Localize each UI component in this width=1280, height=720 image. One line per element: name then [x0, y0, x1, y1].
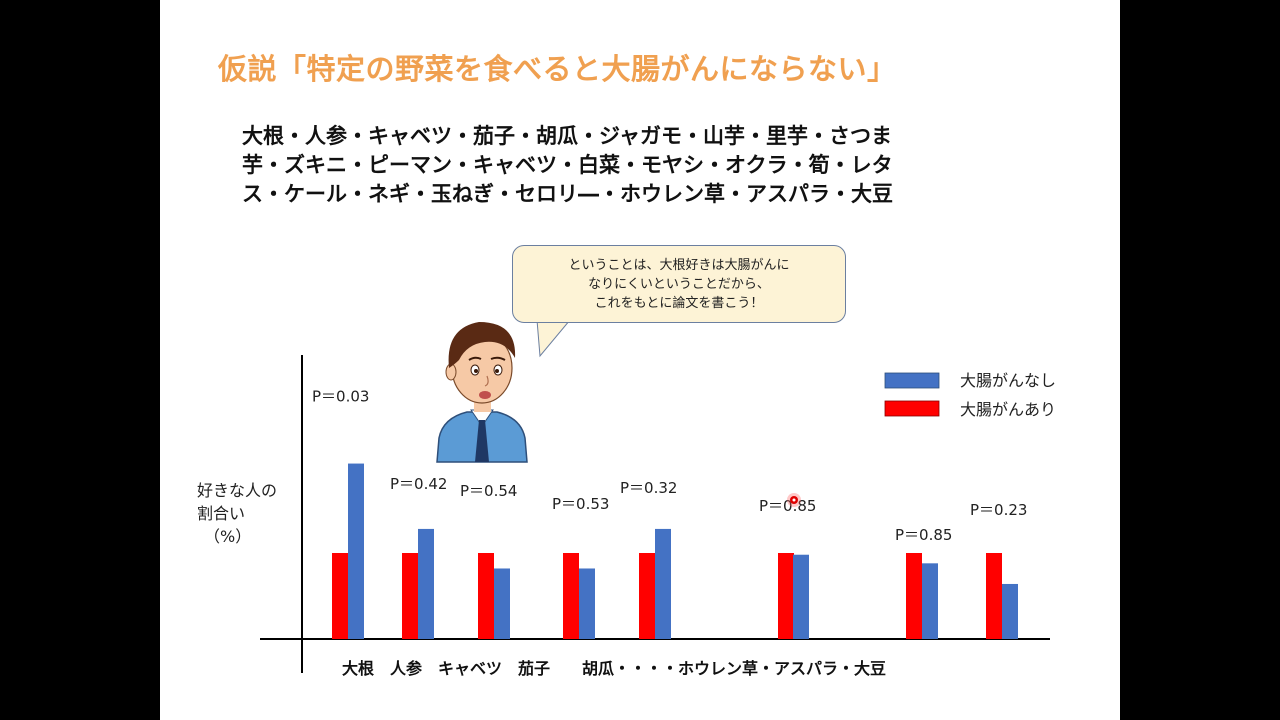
speech-bubble-text: ということは、大根好きは大腸がんに なりにくいということだから、 これをもとに論… — [513, 256, 845, 313]
vegetable-list-line: 芋・ズキニ・ピーマン・キャベツ・白菜・モヤシ・オクラ・筍・レタ — [242, 153, 893, 177]
p-value-label: P＝0.42 — [390, 475, 447, 493]
p-value-label: P＝0.85 — [759, 497, 816, 515]
vegetable-list-line: ス・ケール・ネギ・玉ねぎ・セロリ―・ホウレン草・アスパラ・大豆 — [242, 182, 893, 206]
p-value-label: P＝0.32 — [620, 479, 677, 497]
vegetable-list: 大根・人参・キャベツ・茄子・胡瓜・ジャガモ・山芋・里芋・さつま 芋・ズキニ・ピー… — [242, 122, 1042, 209]
chart-legend: 大腸がんなし 大腸がんあり — [884, 371, 1056, 419]
bar-no-cancer — [793, 554, 809, 639]
vegetable-list-line: 大根・人参・キャベツ・茄子・胡瓜・ジャガモ・山芋・里芋・さつま — [242, 124, 892, 148]
bar-no-cancer — [494, 568, 510, 639]
bar-no-cancer — [418, 528, 434, 639]
bar-cancer — [639, 553, 655, 639]
bar-cancer — [986, 553, 1002, 639]
bar-cancer — [478, 553, 494, 639]
y-axis-label-line: 好きな人の — [197, 481, 277, 500]
bar-no-cancer — [922, 563, 938, 639]
bar-chart: P＝0.03 P＝0.42 P＝0.54 P＝0.53 P＝0.32 P＝0.85 P＝0.… — [197, 355, 1056, 678]
legend-label-cancer: 大腸がんあり — [960, 400, 1056, 419]
p-value-label: P＝0.53 — [552, 495, 609, 513]
bar-cancer — [402, 553, 418, 639]
legend-swatch-no-cancer — [884, 372, 940, 389]
slide-title: 仮説「特定の野菜を食べると大腸がんにならない」 — [218, 52, 897, 86]
speech-line: なりにくいということだから、 — [588, 277, 770, 292]
bar-cancer — [778, 553, 794, 639]
speech-line: ということは、大根好きは大腸がんに — [568, 258, 790, 273]
bar-cancer — [906, 553, 922, 639]
p-value-label: P＝0.54 — [460, 482, 517, 500]
speech-bubble: ということは、大根好きは大腸がんに なりにくいということだから、 これをもとに論… — [512, 245, 846, 323]
bar-no-cancer — [579, 568, 595, 639]
category-labels: 大根 人参 キャベツ 茄子 胡瓜・・・・ホウレン草・アスパラ・大豆 — [342, 659, 886, 678]
p-value-label: P＝0.23 — [970, 501, 1027, 519]
p-value-label: P＝0.03 — [312, 388, 369, 406]
researcher-illustration — [436, 322, 528, 463]
bar-cancer — [563, 553, 579, 639]
bar-no-cancer — [348, 463, 364, 639]
laser-pointer-icon — [787, 493, 801, 507]
speech-line: これをもとに論文を書こう！ — [594, 296, 764, 311]
legend-swatch-cancer — [884, 400, 940, 417]
p-value-label: P＝0.85 — [895, 526, 952, 544]
legend-label-no-cancer: 大腸がんなし — [960, 371, 1056, 390]
bar-cancer — [332, 553, 348, 639]
y-axis-label-line: 割合い — [197, 504, 245, 523]
slide: 仮説「特定の野菜を食べると大腸がんにならない」 大根・人参・キャベツ・茄子・胡瓜… — [160, 0, 1120, 720]
bar-no-cancer — [655, 528, 671, 639]
y-axis-label-line: （%） — [204, 527, 251, 546]
bar-no-cancer — [1002, 583, 1018, 639]
